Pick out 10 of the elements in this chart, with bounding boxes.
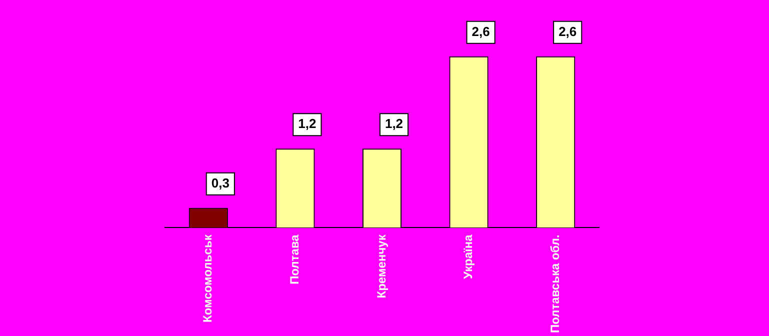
- x-tick-label: Полтавська обл.: [548, 234, 562, 333]
- data-label: 0,3: [211, 175, 230, 190]
- x-tick-label: Комсомольськ: [200, 234, 215, 322]
- data-label: 2,6: [472, 24, 490, 39]
- x-tick-label: Кременчук: [374, 234, 388, 298]
- data-label: 2,6: [558, 24, 577, 39]
- x-tick-label: Україна: [461, 234, 476, 279]
- data-label: 1,2: [298, 116, 316, 132]
- x-tick-label: Полтава: [288, 234, 302, 284]
- data-label: 1,2: [384, 116, 404, 132]
